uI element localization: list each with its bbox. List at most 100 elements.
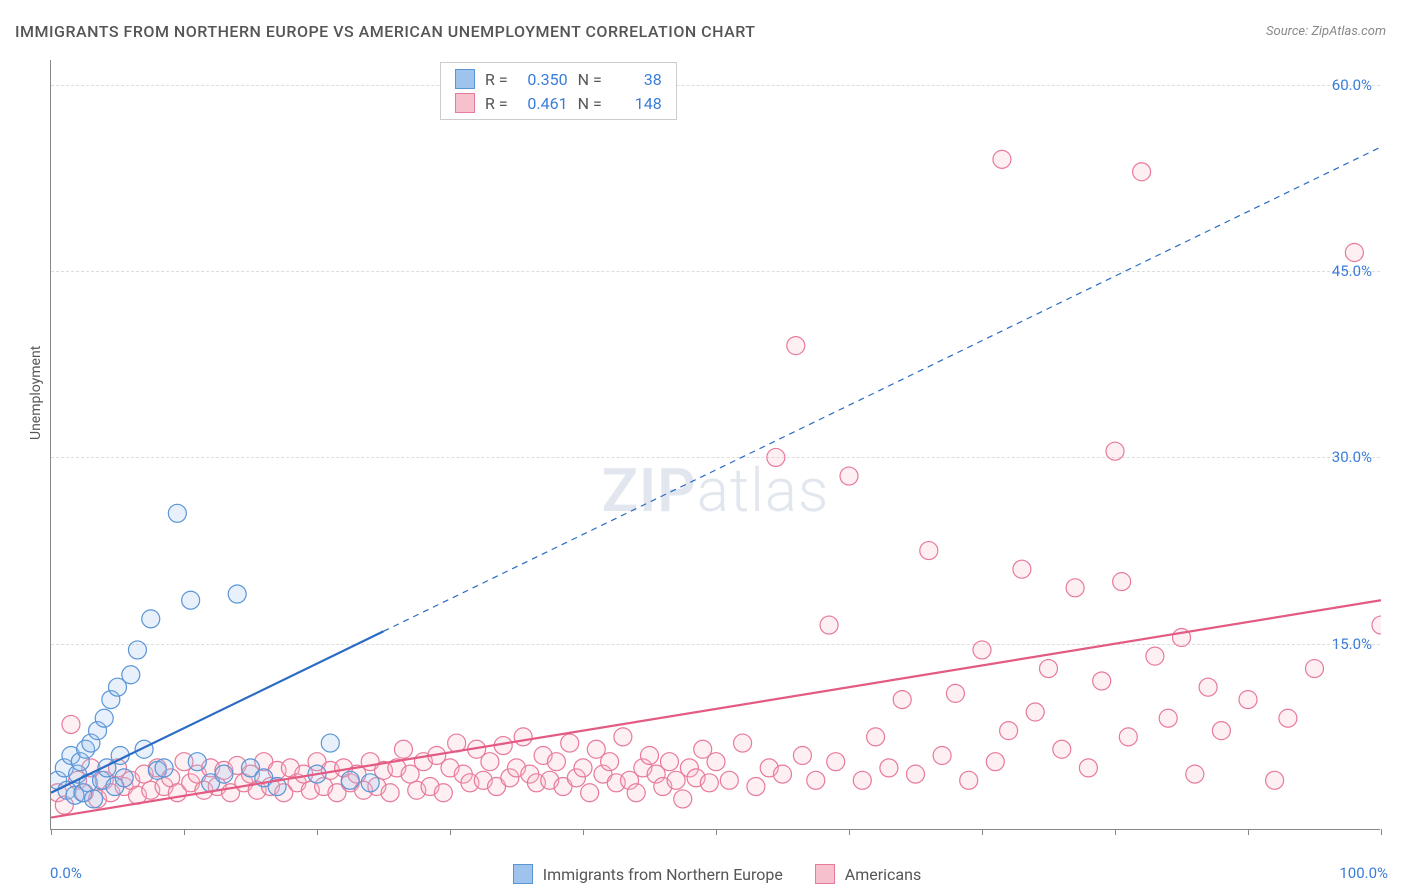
point-pink [973, 641, 991, 659]
y-axis-label: Unemployment [28, 346, 44, 440]
point-pink [1372, 616, 1381, 634]
plot-area: ZIPatlas 15.0%30.0%45.0%60.0% [50, 60, 1380, 830]
point-pink [62, 715, 80, 733]
point-pink [807, 771, 825, 789]
n-value-pink: 148 [608, 94, 662, 113]
n-label-pink: N = [578, 94, 602, 113]
legend-bottom: Immigrants from Northern Europe American… [0, 864, 1406, 884]
point-pink [1279, 709, 1297, 727]
point-pink [1345, 244, 1363, 262]
point-pink [960, 771, 978, 789]
point-pink [1013, 560, 1031, 578]
chart-title: IMMIGRANTS FROM NORTHERN EUROPE VS AMERI… [15, 22, 756, 41]
legend-row-blue: R = 0.350 N = 38 [455, 67, 662, 91]
x-tick [1381, 829, 1382, 835]
point-pink [514, 728, 532, 746]
point-pink [933, 746, 951, 764]
point-pink [734, 734, 752, 752]
legend-pink-label: Americans [845, 865, 921, 884]
point-pink [381, 784, 399, 802]
swatch-pink [455, 93, 475, 113]
point-pink [1066, 579, 1084, 597]
source-attribution: Source: ZipAtlas.com [1266, 24, 1386, 39]
x-tick-label-min: 0.0% [50, 864, 82, 882]
point-pink [747, 778, 765, 796]
point-pink [767, 448, 785, 466]
point-pink [1113, 573, 1131, 591]
point-pink [547, 753, 565, 771]
point-blue [95, 709, 113, 727]
point-pink [840, 467, 858, 485]
point-pink [867, 728, 885, 746]
point-blue [85, 790, 103, 808]
point-pink [1119, 728, 1137, 746]
trend-line-blue-dashed [384, 147, 1382, 631]
swatch-blue [455, 69, 475, 89]
point-pink [1000, 722, 1018, 740]
scatter-svg [51, 60, 1381, 830]
point-pink [394, 740, 412, 758]
point-pink [853, 771, 871, 789]
point-pink [986, 753, 1004, 771]
r-value-pink: 0.461 [514, 94, 568, 113]
source-value: ZipAtlas.com [1311, 24, 1386, 39]
point-blue [228, 585, 246, 603]
point-blue [215, 765, 233, 783]
legend-blue-label: Immigrants from Northern Europe [543, 865, 783, 884]
point-pink [1040, 660, 1058, 678]
point-pink [720, 771, 738, 789]
point-blue [361, 774, 379, 792]
point-pink [820, 616, 838, 634]
point-blue [128, 641, 146, 659]
point-pink [1106, 442, 1124, 460]
point-pink [1133, 163, 1151, 181]
point-pink [1053, 740, 1071, 758]
point-pink [434, 784, 452, 802]
legend-top: R = 0.350 N = 38 R = 0.461 N = 148 [440, 62, 677, 120]
r-label-blue: R = [485, 70, 508, 89]
point-pink [880, 759, 898, 777]
n-value-blue: 38 [608, 70, 662, 89]
point-blue [142, 610, 160, 628]
point-blue [155, 759, 173, 777]
point-pink [787, 337, 805, 355]
point-pink [561, 734, 579, 752]
point-pink [581, 784, 599, 802]
r-label-pink: R = [485, 94, 508, 113]
point-pink [1266, 771, 1284, 789]
point-pink [1199, 678, 1217, 696]
point-pink [1186, 765, 1204, 783]
point-pink [574, 759, 592, 777]
point-blue [188, 753, 206, 771]
x-tick-label-max: 100.0% [1339, 864, 1388, 882]
point-pink [993, 150, 1011, 168]
point-blue [115, 769, 133, 787]
point-pink [1212, 722, 1230, 740]
point-blue [135, 740, 153, 758]
point-blue [341, 771, 359, 789]
point-pink [641, 746, 659, 764]
point-blue [168, 504, 186, 522]
point-pink [481, 753, 499, 771]
point-pink [1239, 691, 1257, 709]
point-pink [827, 753, 845, 771]
point-pink [920, 542, 938, 560]
point-pink [627, 784, 645, 802]
swatch-blue-bottom [513, 864, 533, 884]
point-pink [1093, 672, 1111, 690]
point-blue [122, 666, 140, 684]
point-pink [614, 728, 632, 746]
legend-row-pink: R = 0.461 N = 148 [455, 91, 662, 115]
point-pink [674, 790, 692, 808]
swatch-pink-bottom [815, 864, 835, 884]
point-pink [907, 765, 925, 783]
point-pink [700, 774, 718, 792]
point-pink [946, 684, 964, 702]
point-pink [1306, 660, 1324, 678]
point-pink [793, 746, 811, 764]
point-pink [1026, 703, 1044, 721]
n-label-blue: N = [578, 70, 602, 89]
point-pink [774, 765, 792, 783]
r-value-blue: 0.350 [514, 70, 568, 89]
point-blue [321, 734, 339, 752]
